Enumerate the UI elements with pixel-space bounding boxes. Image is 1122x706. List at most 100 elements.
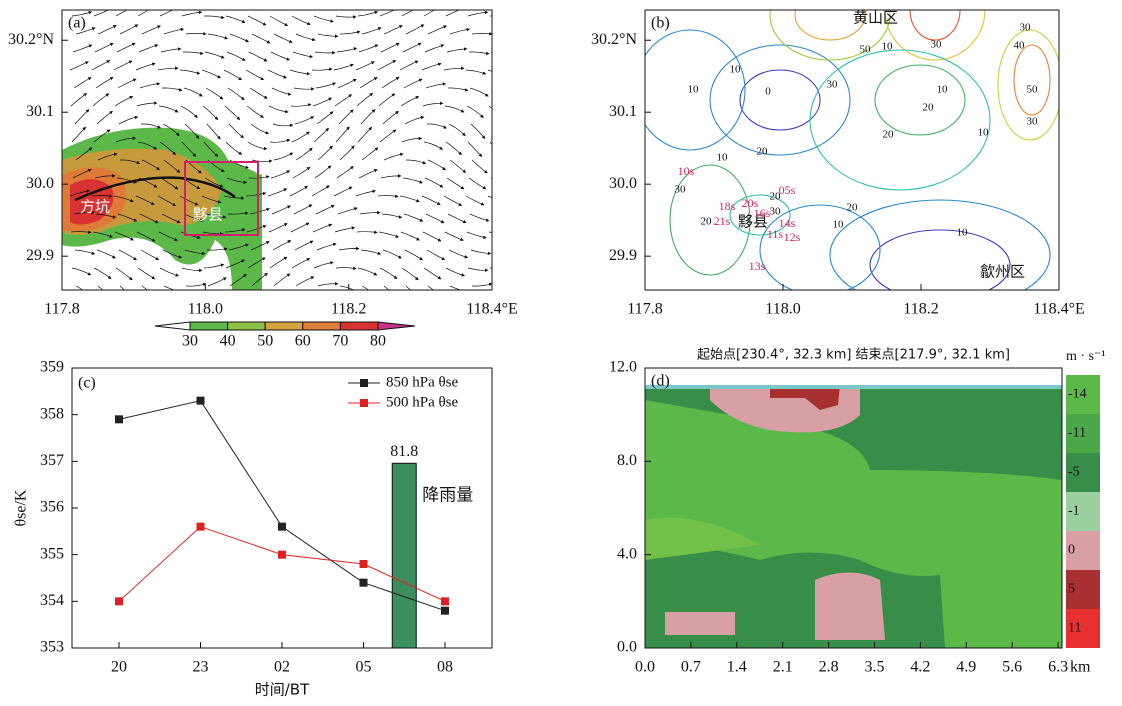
streamline — [339, 249, 359, 251]
panel-label: (d) — [651, 373, 670, 390]
streamline — [317, 244, 336, 250]
streamline — [490, 16, 510, 18]
streamline — [334, 187, 352, 196]
streamline — [466, 196, 484, 205]
streamline — [314, 16, 333, 22]
y-tick-label: 30.2°N — [591, 31, 637, 48]
x-tick-label: 117.8 — [627, 301, 662, 318]
contour-label: 10 — [717, 152, 729, 164]
streamline — [119, 117, 138, 124]
contour-label: 0 — [765, 86, 771, 98]
streamline — [141, 250, 159, 260]
streamline — [470, 88, 488, 96]
streamline — [290, 70, 310, 74]
point — [441, 607, 449, 615]
streamline — [360, 213, 380, 214]
streamline — [380, 130, 396, 142]
y-tick-label: 4.0 — [617, 545, 637, 562]
bar — [392, 463, 416, 648]
streamline — [404, 214, 423, 221]
y-axis-label: θse/K — [13, 489, 30, 526]
colorbar-label: 30 — [182, 333, 198, 350]
contour-label: 10 — [833, 219, 845, 231]
streamline — [383, 250, 401, 258]
streamline — [292, 259, 310, 269]
streamline — [246, 70, 264, 80]
streamline — [318, 146, 332, 160]
streamline — [403, 178, 422, 183]
legend-label: 500 hPa θse — [386, 394, 459, 410]
streamline — [444, 68, 464, 70]
panel-label: (c) — [78, 375, 96, 392]
y-tick-label: 30.0 — [26, 175, 54, 192]
streamline — [315, 52, 335, 53]
colorbar-label: 70 — [332, 333, 348, 350]
streamline — [315, 166, 331, 178]
station-label: 12s — [784, 230, 801, 244]
colorbar-swatch — [340, 322, 378, 330]
streamline — [186, 284, 206, 286]
streamline — [137, 103, 157, 106]
point — [115, 415, 123, 423]
bar-value-label: 81.8 — [390, 443, 418, 460]
streamline — [294, 205, 312, 214]
streamline — [468, 142, 482, 157]
contour-label: 20 — [923, 102, 935, 114]
streamline — [423, 103, 443, 106]
streamline — [427, 124, 446, 128]
streamline — [357, 232, 377, 233]
streamline — [138, 268, 155, 279]
streamline — [426, 84, 446, 88]
streamline — [248, 142, 267, 149]
streamline — [204, 16, 224, 18]
streamline — [382, 214, 402, 218]
streamline — [448, 88, 468, 91]
streamline — [400, 196, 419, 202]
streamline — [314, 262, 333, 268]
streamline — [337, 167, 353, 179]
streamline — [118, 79, 136, 88]
y-tick-label: 30.2°N — [8, 31, 54, 48]
streamline — [423, 232, 441, 241]
streamline — [97, 250, 115, 258]
contour-label: 10 — [688, 84, 700, 96]
streamline — [401, 232, 419, 240]
streamline — [404, 79, 422, 88]
legend-marker — [360, 399, 368, 407]
streamline — [379, 94, 395, 106]
x-unit: km — [1070, 659, 1091, 676]
streamline — [447, 178, 464, 189]
streamline — [449, 250, 468, 258]
streamline — [471, 124, 485, 139]
streamline — [381, 43, 399, 52]
colorbar-label: 80 — [370, 333, 386, 350]
streamline — [358, 268, 377, 275]
contour-label: 10 — [957, 227, 969, 239]
streamline — [424, 142, 442, 149]
colorbar-tip — [155, 322, 190, 330]
streamline — [383, 111, 398, 124]
y-tick-label: 355 — [40, 545, 64, 562]
streamline — [290, 186, 308, 196]
streamline — [250, 88, 267, 98]
streamline — [119, 250, 136, 260]
streamline — [92, 61, 110, 71]
contour-label: 30 — [1020, 22, 1032, 34]
contour-label: 20 — [701, 216, 713, 228]
streamline — [292, 16, 310, 25]
streamline — [252, 34, 270, 43]
plot-frame — [645, 10, 1059, 290]
streamline — [120, 286, 135, 300]
streamline — [114, 61, 132, 70]
streamline — [450, 29, 469, 34]
contour-label: 10 — [937, 84, 949, 96]
streamline — [230, 34, 248, 42]
streamline — [140, 84, 160, 88]
y-tick-label: 0.0 — [617, 639, 637, 656]
streamline — [293, 167, 310, 178]
streamline — [271, 52, 289, 60]
streamline — [116, 268, 132, 280]
streamline — [469, 178, 486, 189]
station-label: 10s — [678, 164, 695, 178]
streamline — [472, 160, 487, 173]
